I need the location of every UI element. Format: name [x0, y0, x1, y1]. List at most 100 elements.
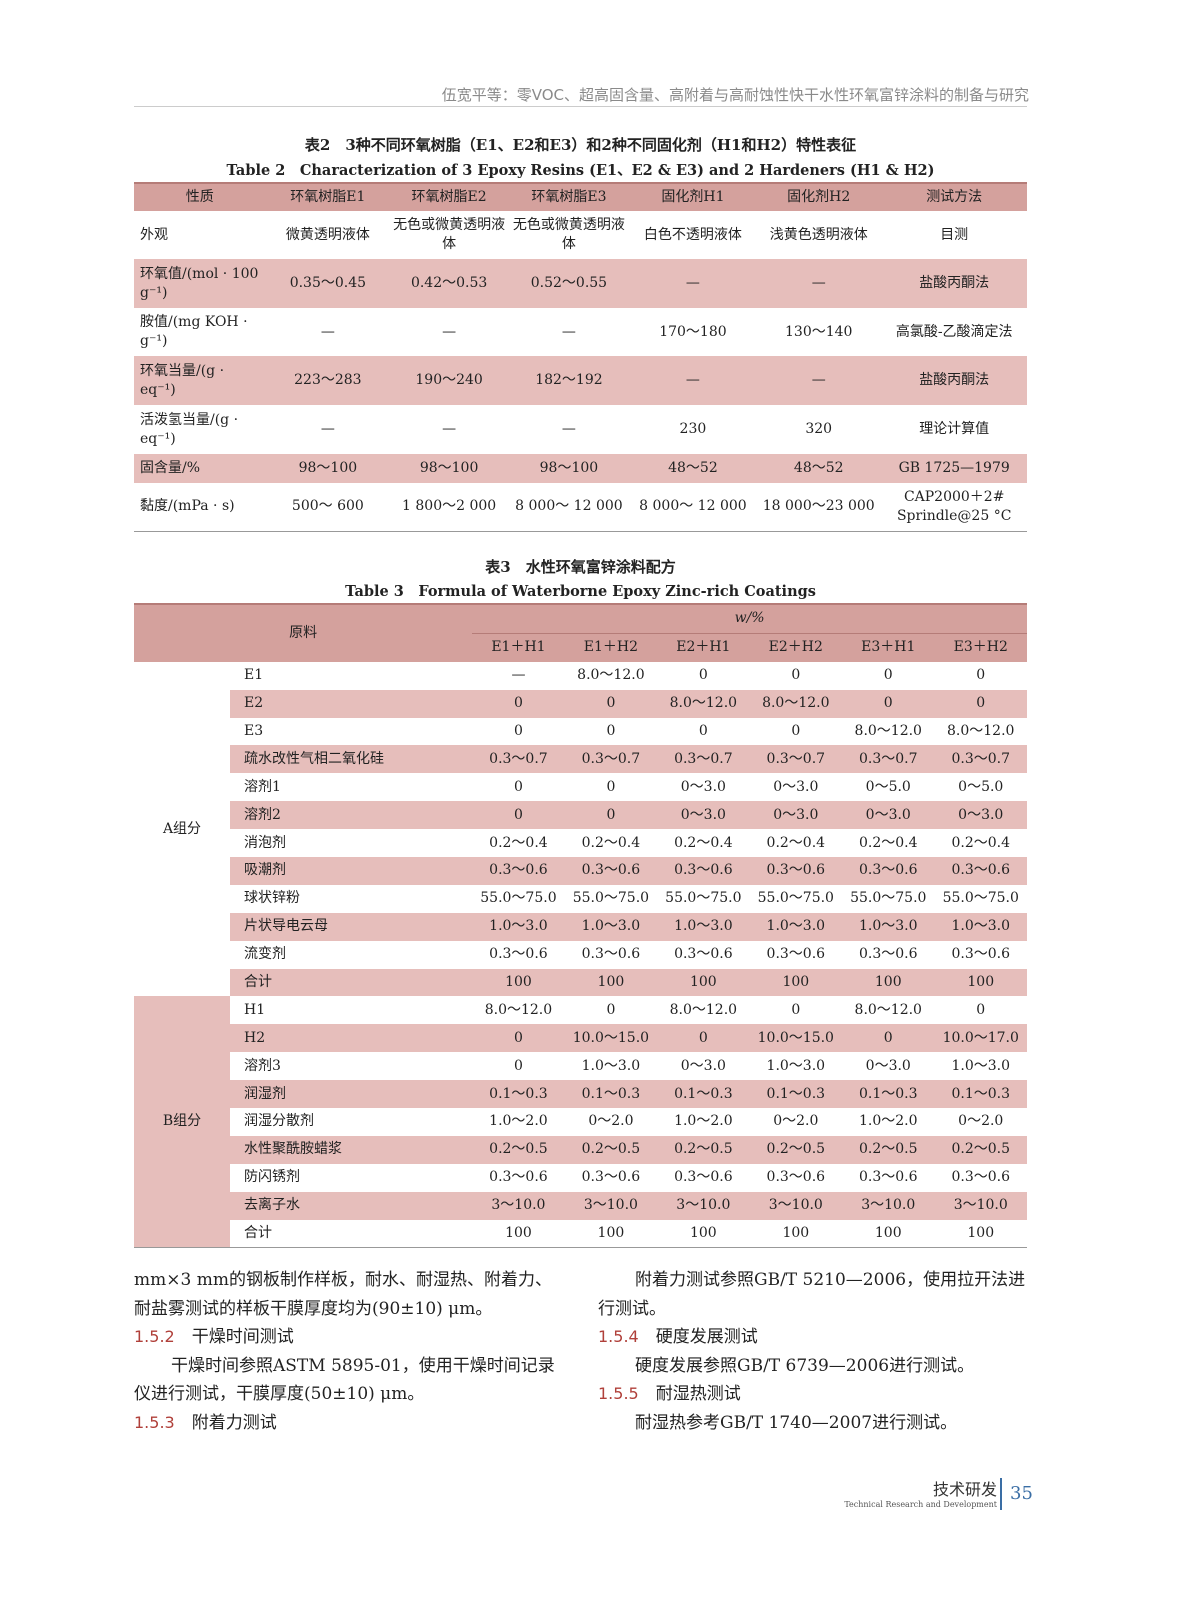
- table-cell: 18 000～23 000: [762, 498, 875, 515]
- table-cell: 0.1～0.3: [657, 1080, 750, 1109]
- table-cell: 理论计算值: [919, 421, 990, 437]
- table-cell: 1.0～3.0: [842, 912, 935, 941]
- table-cell: 1.0～3.0: [934, 912, 1027, 941]
- table-cell: 0.3～0.6: [674, 946, 733, 963]
- table-cell: 8.0～12.0: [854, 723, 922, 739]
- table-header-row: 原料 w/%: [134, 604, 1027, 641]
- table-cell: 55.0～75.0: [572, 890, 650, 907]
- table-cell: 0: [606, 723, 616, 739]
- table-cell: 55.0～75.0: [480, 890, 557, 907]
- column-header: 性质: [185, 189, 214, 205]
- table-cell: 0.1～0.3: [934, 1080, 1027, 1109]
- table-cell: 0.2～0.4: [581, 834, 641, 851]
- table-cell: 0～5.0: [865, 778, 911, 795]
- paragraph: 附着力测试参照GB/T 5210—2006，使用拉开法进行测试。: [598, 1270, 1026, 1319]
- right-column: 附着力测试参照GB/T 5210—2006，使用拉开法进行测试。 1.5.4 硬…: [598, 1266, 1030, 1437]
- table-cell: 8.0～12.0: [484, 1001, 553, 1018]
- column-header: E2＋H2: [768, 639, 823, 656]
- table-row: 疏水改性气相二氧化硅 0.3～0.7 0.3～0.7 0.3～0.7 0.3～0.7 0.…: [134, 745, 1027, 774]
- table-cell: H1: [244, 1001, 266, 1018]
- table2-caption-cn: 表2 3种不同环氧树脂（E1、E2和E3）和2种不同固化剂（H1和H2）特性表征: [304, 136, 857, 154]
- table-cell: 3～10.0: [749, 1191, 843, 1220]
- table-cell: E2: [230, 689, 473, 718]
- table-cell: 0: [606, 778, 616, 795]
- table-cell: 无色或微黄透明液体: [512, 217, 625, 252]
- table-cell: —: [511, 667, 526, 684]
- table-cell: 98～100: [419, 460, 479, 476]
- table-cell: —: [442, 421, 457, 437]
- table-cell: 0～3.0: [749, 801, 843, 830]
- table-row: 润湿分散剂 1.0～2.0 0～2.0 1.0～2.0 0～2.0 1.0～2.0 0～2.…: [134, 1108, 1027, 1136]
- column-header: 环氧树脂E1: [290, 189, 366, 205]
- table-cell: 100: [749, 968, 843, 997]
- table-cell: 100: [967, 1225, 995, 1242]
- table-cell: 8 000～ 12 000: [639, 498, 747, 515]
- table-cell: 片状导电云母: [230, 912, 473, 941]
- column-header: E1＋H2: [583, 639, 639, 656]
- table-cell: 0.3～0.6: [858, 946, 918, 963]
- table-cell: 0.2～0.5: [564, 1135, 658, 1164]
- page-number: 35: [1000, 1478, 1033, 1510]
- table-cell: 98～100: [539, 460, 599, 476]
- table-cell: 0.2～0.5: [749, 1135, 843, 1164]
- table-cell: 3～10.0: [564, 1191, 658, 1220]
- table-cell: 0.2～0.4: [766, 834, 826, 851]
- table-cell: 白色不透明液体: [643, 226, 742, 243]
- table-cell: 合计: [244, 1225, 272, 1242]
- section-heading: 1.5.3 附着力测试: [134, 1409, 566, 1438]
- table-cell: 0～3.0: [865, 1057, 911, 1074]
- table3-caption-cn: 表3 水性环氧富锌涂料配方: [485, 558, 676, 576]
- table-cell: 0.3～0.6: [657, 857, 750, 885]
- table-cell: 0: [842, 689, 935, 718]
- table-cell: 0: [657, 1024, 750, 1053]
- table-cell: 0.3～0.6: [472, 857, 565, 885]
- table-cell: 3～10.0: [472, 1191, 565, 1220]
- column-header: 环氧树脂E3: [531, 189, 607, 205]
- table-row: 胺值/(mg KOH · g⁻¹) — — — 170～180 130～140 高氯酸-乙酸…: [134, 308, 1027, 356]
- table-cell: 55.0～75.0: [942, 890, 1019, 907]
- table-header-row: 性质 环氧树脂E1 环氧树脂E2 环氧树脂E3 固化剂H1 固化剂H2 测试方法: [134, 183, 1027, 211]
- table-cell: 疏水改性气相二氧化硅: [230, 745, 473, 774]
- table-cell: 100: [505, 1225, 532, 1242]
- section-number: 1.5.3: [134, 1412, 175, 1432]
- table-cell: 0: [698, 723, 708, 739]
- section-heading: 1.5.4 硬度发展测试: [598, 1323, 1030, 1352]
- table-cell: 320: [805, 421, 833, 437]
- paragraph: 耐湿热参考GB/T 1740—2007进行测试。: [635, 1412, 958, 1433]
- table-cell: 0.3～0.7: [842, 745, 935, 774]
- table-row: 固含量/% 98～100 98～100 98～100 48～52 48～52 GB 1725…: [134, 454, 1027, 483]
- table-cell: 0: [472, 801, 565, 830]
- table-cell: 0: [472, 1024, 565, 1053]
- table-cell: 无色或微黄透明液体: [393, 217, 506, 252]
- table-row: 润湿剂 0.1～0.3 0.1～0.3 0.1～0.3 0.1～0.3 0.1～0.3 0.…: [134, 1080, 1027, 1109]
- table-cell: 0.2～0.4: [674, 834, 733, 851]
- column-header: E3＋H2: [953, 639, 1008, 656]
- table-cell: 8.0～12.0: [947, 723, 1015, 739]
- table-cell: 固含量/%: [140, 460, 201, 476]
- table-cell: 0～3.0: [773, 778, 819, 795]
- group-label: B组分: [134, 996, 230, 1248]
- section-heading: 1.5.2 干燥时间测试: [134, 1323, 566, 1352]
- table-cell: 0.35～0.45: [289, 275, 367, 291]
- table-row: 黏度/(mPa · s) 500～ 600 1 800～2 000 8 000～ 12…: [134, 483, 1027, 531]
- table-cell: 1.0～2.0: [858, 1113, 918, 1130]
- table-cell: 1.0～3.0: [766, 1057, 826, 1074]
- running-header: 伍宽平等：零VOC、超高固含量、高附着与高耐蚀性快干水性环氧富锌涂料的制备与研究: [441, 86, 1029, 104]
- table-cell: 100: [934, 968, 1027, 997]
- table-cell: H2: [230, 1024, 473, 1053]
- table-cell: 3～10.0: [934, 1191, 1027, 1220]
- table-cell: 170～180: [659, 323, 727, 340]
- table-cell: 0.3～0.6: [674, 1169, 733, 1186]
- table-cell: 48～52: [668, 460, 718, 476]
- table-row: 合计 100 100 100 100 100 100: [134, 1220, 1027, 1248]
- table-cell: 100: [689, 1225, 717, 1242]
- table-cell: 0.1～0.3: [564, 1080, 658, 1109]
- table-row: 环氧值/(mol · 100 g⁻¹) 0.35～0.45 0.42～0.53 0.5…: [134, 259, 1027, 308]
- table-cell: 8.0～12.0: [577, 667, 645, 684]
- table-cell: 100: [874, 1225, 902, 1242]
- table-row: 合计 100 100 100 100 100 100: [134, 968, 1027, 997]
- table-cell: —: [685, 275, 700, 291]
- table-cell: 1.0～2.0: [674, 1113, 733, 1130]
- table-row: 外观 微黄透明液体 无色或微黄透明液体 无色或微黄透明液体 白色不透明液体 浅黄色透明液体…: [134, 211, 1027, 259]
